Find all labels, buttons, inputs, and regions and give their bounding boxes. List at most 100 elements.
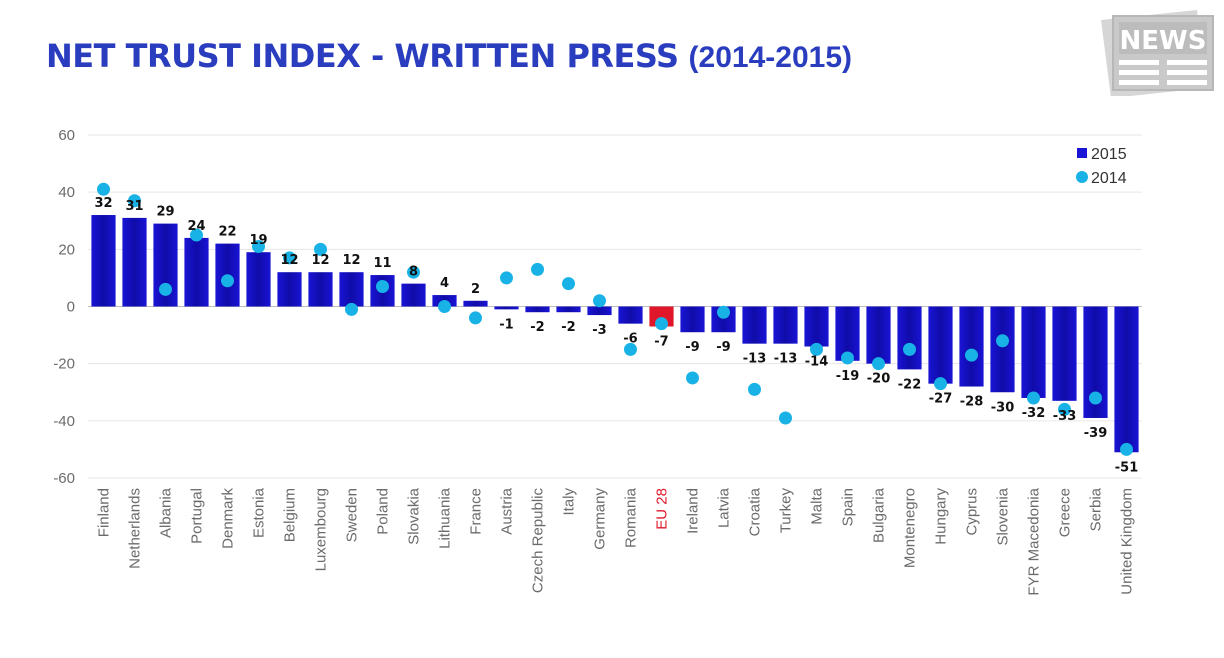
news-logo-text: NEWS <box>1120 26 1207 56</box>
y-tick-label: -60 <box>53 470 75 487</box>
bar-2015 <box>339 272 364 307</box>
bar-2015 <box>122 217 147 307</box>
category-label: Germany <box>592 488 609 550</box>
category-label: Portugal <box>189 488 206 544</box>
bar-value-label: -14 <box>805 355 829 370</box>
bar-value-label: 11 <box>373 256 391 271</box>
bar-value-label: -2 <box>561 320 575 335</box>
newspaper-icon: NEWS <box>1101 10 1214 96</box>
chart-title: NET TRUST INDEX - WRITTEN PRESS (2014-201… <box>46 36 852 78</box>
bar-2015 <box>1114 306 1139 453</box>
bar-value-label: -6 <box>623 332 637 347</box>
category-label: Czech Republic <box>530 488 547 594</box>
dot-2014 <box>624 342 637 356</box>
bar-2015 <box>742 306 767 344</box>
bar-value-label: 19 <box>249 233 267 248</box>
legend-swatch-2015 <box>1077 148 1087 158</box>
bar-2015 <box>618 306 643 324</box>
y-tick-label: -40 <box>53 413 75 430</box>
bar-2015 <box>308 272 333 307</box>
bar-value-label: 32 <box>94 196 112 211</box>
dot-2014 <box>376 279 389 293</box>
dot-2014 <box>934 377 947 391</box>
category-label: Slovenia <box>995 487 1012 545</box>
bar-value-label: -2 <box>530 320 544 335</box>
bar-2015 <box>773 306 798 344</box>
category-label: Bulgaria <box>871 487 888 543</box>
dot-2014 <box>500 271 513 285</box>
dot-2014 <box>159 282 172 296</box>
bar-2015 <box>463 300 488 307</box>
dot-2014 <box>810 342 823 356</box>
bar-2015 <box>1021 306 1046 398</box>
y-axis: 60 40 20 0 -20 -40 -60 <box>53 127 75 487</box>
category-label: Latvia <box>716 487 733 528</box>
category-label: Croatia <box>747 487 764 536</box>
category-label: Romania <box>623 487 640 548</box>
category-label: Italy <box>561 488 578 516</box>
dot-2014 <box>128 194 141 208</box>
legend: 2015 2014 <box>1076 146 1127 187</box>
bar-value-label: -13 <box>743 352 767 367</box>
category-label: Austria <box>499 487 516 534</box>
dot-2014 <box>562 277 575 291</box>
dot-2014 <box>469 311 482 325</box>
y-tick-label: 0 <box>67 299 75 316</box>
y-tick-label: 60 <box>58 127 75 144</box>
bar-value-label: -9 <box>716 340 730 355</box>
bar-value-label: -27 <box>929 392 953 407</box>
bar-2015 <box>91 215 116 307</box>
bar-2015 <box>556 306 581 313</box>
bar-value-label: -22 <box>898 377 922 392</box>
bar-value-label: 22 <box>218 225 236 240</box>
dot-2014 <box>1089 391 1102 405</box>
dot-2014 <box>655 317 668 331</box>
category-label: France <box>468 488 485 535</box>
category-label: Cyprus <box>964 488 981 536</box>
bar-value-label: -1 <box>499 317 513 332</box>
bar-value-label: 2 <box>471 282 480 297</box>
bar-value-label: -7 <box>654 335 668 350</box>
bar-value-label: 24 <box>187 219 205 234</box>
bar-value-label: -20 <box>867 372 891 387</box>
legend-label-2015: 2015 <box>1091 146 1127 163</box>
category-label: Lithuania <box>437 487 454 549</box>
category-label: Turkey <box>778 488 795 534</box>
category-label: Sweden <box>344 488 361 542</box>
x-axis: Finland Netherlands Albania Portugal Denmark… <box>96 487 1136 595</box>
bar-2015 <box>680 306 705 333</box>
bar-2015 <box>990 306 1015 393</box>
dot-2014 <box>531 262 544 276</box>
dot-2014 <box>872 357 885 371</box>
bar-2015 <box>277 272 302 307</box>
dot-2014 <box>717 305 730 319</box>
bar-value-label: 4 <box>440 276 449 291</box>
category-label: Albania <box>158 487 175 538</box>
category-label: Serbia <box>1088 487 1105 531</box>
bar-value-label: -33 <box>1053 409 1077 424</box>
category-label: Netherlands <box>127 488 144 569</box>
category-label: Poland <box>375 488 392 535</box>
bar-2015 <box>246 252 271 307</box>
dot-2014 <box>779 411 792 425</box>
category-label: Denmark <box>220 488 237 549</box>
dot-2014 <box>438 300 451 313</box>
dot-2014 <box>965 348 978 362</box>
category-label: Hungary <box>933 488 950 545</box>
category-label: FYR Macedonia <box>1026 487 1043 595</box>
chart-title-main: NET TRUST INDEX - WRITTEN PRESS <box>46 37 679 75</box>
bar-2015 <box>401 283 426 307</box>
bar-value-label: 8 <box>409 265 418 280</box>
bar-value-label: 12 <box>342 253 360 268</box>
dot-2014 <box>841 351 854 365</box>
bar-value-label: -32 <box>1022 406 1046 421</box>
dot-2014 <box>252 239 265 253</box>
bar-2015 <box>897 306 922 370</box>
dot-2014 <box>593 294 606 308</box>
chart-title-years: (2014-2015) <box>688 41 852 74</box>
category-label: Slovakia <box>406 487 423 544</box>
category-label: Belgium <box>282 488 299 542</box>
bar-value-label: -28 <box>960 395 984 410</box>
dot-2014 <box>748 382 761 396</box>
